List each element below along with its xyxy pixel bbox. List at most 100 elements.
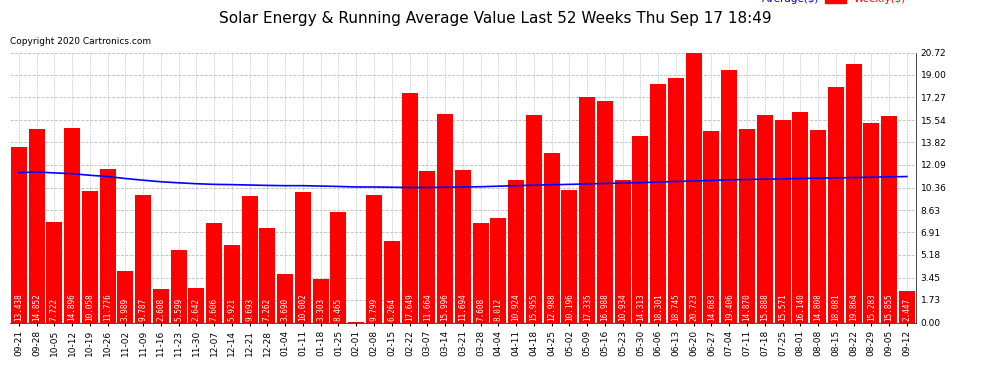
Text: 15.283: 15.283 — [867, 293, 876, 321]
Bar — [863, 123, 879, 322]
Bar — [454, 170, 471, 322]
Text: 17.649: 17.649 — [405, 293, 414, 321]
Legend: Average($), Weekly($): Average($), Weekly($) — [729, 0, 911, 9]
Bar — [899, 291, 915, 322]
Bar — [29, 129, 45, 322]
Text: 7.608: 7.608 — [476, 297, 485, 321]
Text: 11.694: 11.694 — [458, 293, 467, 321]
Bar — [206, 224, 222, 322]
Text: 6.264: 6.264 — [387, 297, 396, 321]
Text: 10.058: 10.058 — [85, 293, 94, 321]
Text: 19.406: 19.406 — [725, 293, 734, 321]
Text: 15.571: 15.571 — [778, 293, 787, 321]
Bar — [756, 116, 773, 322]
Text: Solar Energy & Running Average Value Last 52 Weeks Thu Sep 17 18:49: Solar Energy & Running Average Value Las… — [219, 11, 771, 26]
Text: 14.852: 14.852 — [32, 293, 41, 321]
Bar — [739, 129, 755, 322]
Bar — [792, 112, 808, 322]
Bar — [828, 87, 843, 322]
Bar — [366, 195, 382, 322]
Text: 7.262: 7.262 — [263, 297, 272, 321]
Text: 15.955: 15.955 — [530, 293, 539, 321]
Bar — [845, 64, 861, 322]
Text: 3.303: 3.303 — [316, 297, 326, 321]
Text: 3.690: 3.690 — [281, 297, 290, 321]
Text: 14.870: 14.870 — [742, 293, 751, 321]
Text: 16.988: 16.988 — [600, 293, 610, 321]
Text: 11.776: 11.776 — [103, 293, 112, 321]
Text: 18.745: 18.745 — [671, 293, 680, 321]
Bar — [242, 196, 257, 322]
Text: 10.196: 10.196 — [565, 293, 574, 321]
Text: 3.989: 3.989 — [121, 297, 130, 321]
Bar — [579, 97, 595, 322]
Text: 18.081: 18.081 — [832, 293, 841, 321]
Bar — [82, 191, 98, 322]
Bar — [224, 245, 240, 322]
Bar — [135, 195, 151, 322]
Bar — [170, 249, 187, 322]
Bar — [384, 241, 400, 322]
Bar — [810, 129, 826, 322]
Text: Copyright 2020 Cartronics.com: Copyright 2020 Cartronics.com — [10, 38, 151, 46]
Bar — [722, 70, 738, 322]
Text: 14.313: 14.313 — [636, 293, 644, 321]
Text: 2.642: 2.642 — [192, 297, 201, 321]
Bar — [64, 128, 80, 322]
Bar — [686, 53, 702, 322]
Bar — [490, 218, 506, 322]
Text: 10.002: 10.002 — [298, 293, 308, 321]
Bar — [668, 78, 684, 322]
Text: 2.447: 2.447 — [902, 297, 912, 321]
Text: 8.465: 8.465 — [334, 297, 343, 321]
Text: 5.599: 5.599 — [174, 297, 183, 321]
Bar — [402, 93, 418, 322]
Text: 10.934: 10.934 — [618, 293, 628, 321]
Bar — [597, 101, 613, 322]
Text: 15.855: 15.855 — [885, 293, 894, 321]
Bar — [295, 192, 311, 322]
Bar — [774, 120, 791, 322]
Bar — [437, 114, 453, 322]
Text: 2.608: 2.608 — [156, 297, 165, 321]
Bar — [633, 136, 648, 322]
Bar — [420, 171, 436, 322]
Text: 12.988: 12.988 — [547, 293, 556, 321]
Text: 8.012: 8.012 — [494, 297, 503, 321]
Bar — [11, 147, 27, 322]
Text: 20.723: 20.723 — [689, 293, 698, 321]
Text: 9.799: 9.799 — [369, 297, 378, 321]
Text: 18.301: 18.301 — [653, 293, 662, 321]
Text: 15.996: 15.996 — [441, 293, 449, 321]
Text: 11.664: 11.664 — [423, 293, 432, 321]
Text: 9.787: 9.787 — [139, 297, 148, 321]
Text: 14.683: 14.683 — [707, 293, 716, 321]
Bar — [508, 180, 524, 322]
Text: 17.335: 17.335 — [583, 293, 592, 321]
Bar — [152, 288, 169, 322]
Bar — [544, 153, 559, 322]
Bar — [561, 190, 577, 322]
Text: 19.864: 19.864 — [849, 293, 858, 321]
Text: 14.896: 14.896 — [67, 293, 76, 321]
Text: 15.888: 15.888 — [760, 293, 769, 321]
Bar — [881, 116, 897, 322]
Bar — [331, 212, 346, 322]
Bar — [47, 222, 62, 322]
Bar — [100, 169, 116, 322]
Bar — [526, 115, 542, 322]
Bar — [277, 274, 293, 322]
Bar — [650, 84, 666, 322]
Text: 10.924: 10.924 — [512, 293, 521, 321]
Bar — [704, 131, 720, 322]
Bar — [313, 279, 329, 322]
Bar — [615, 180, 631, 322]
Bar — [118, 270, 134, 322]
Text: 16.140: 16.140 — [796, 293, 805, 321]
Text: 7.606: 7.606 — [210, 297, 219, 321]
Text: 14.808: 14.808 — [814, 293, 823, 321]
Text: 5.921: 5.921 — [228, 297, 237, 321]
Bar — [472, 224, 489, 322]
Bar — [259, 228, 275, 322]
Text: 7.722: 7.722 — [50, 297, 58, 321]
